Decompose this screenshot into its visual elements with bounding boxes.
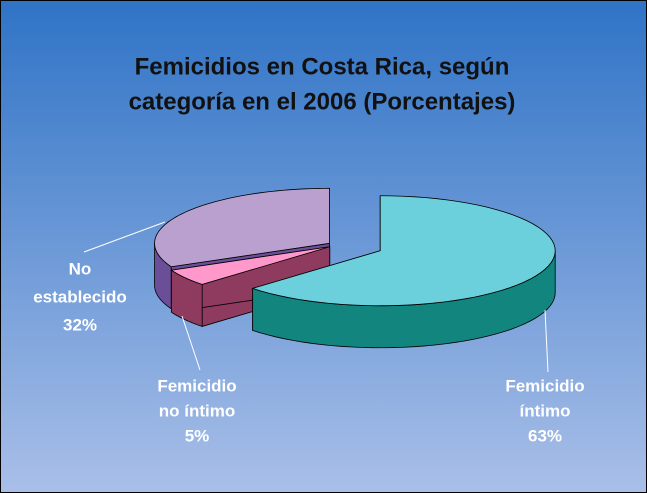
slice-label: No (69, 259, 92, 278)
slice-label: establecido (33, 287, 127, 306)
value-label: 5% (185, 426, 210, 445)
slice (170, 246, 330, 285)
leader-line (544, 309, 549, 373)
slice-label: Femicidio (505, 376, 584, 395)
slice-label: no íntimo (159, 401, 235, 420)
slice-label: Femicidio (157, 376, 236, 395)
slice (251, 195, 556, 307)
value-label: 63% (528, 426, 562, 445)
slice (154, 187, 330, 268)
value-label: 32% (63, 315, 97, 334)
chart-title: categoría en el 2006 (Porcentajes) (129, 88, 516, 115)
chart-title: Femicidios en Costa Rica, según (135, 53, 510, 80)
leader-line (83, 221, 166, 253)
leader-line (181, 315, 201, 371)
pie-tops (154, 187, 556, 307)
slice-label: íntimo (520, 401, 571, 420)
